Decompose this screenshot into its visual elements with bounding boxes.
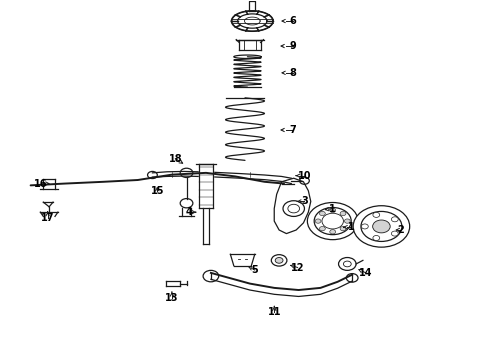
- Circle shape: [392, 217, 398, 222]
- Circle shape: [319, 226, 325, 231]
- Text: 18: 18: [169, 154, 182, 163]
- Text: 1: 1: [329, 203, 336, 213]
- Text: 1: 1: [348, 222, 355, 232]
- Circle shape: [373, 212, 380, 217]
- Text: 12: 12: [291, 262, 304, 273]
- Circle shape: [353, 206, 410, 247]
- Text: 9: 9: [290, 41, 296, 51]
- Text: 16: 16: [34, 179, 47, 189]
- Text: 6: 6: [290, 16, 296, 26]
- Text: 17: 17: [41, 212, 54, 222]
- Circle shape: [362, 224, 368, 229]
- Circle shape: [315, 219, 321, 223]
- Circle shape: [330, 230, 336, 234]
- Circle shape: [330, 208, 336, 212]
- Text: 7: 7: [290, 125, 296, 135]
- Circle shape: [271, 255, 287, 266]
- Text: 14: 14: [359, 268, 372, 278]
- Text: 2: 2: [397, 225, 404, 235]
- Circle shape: [392, 231, 398, 236]
- Text: 8: 8: [289, 68, 296, 78]
- Circle shape: [340, 211, 346, 216]
- Circle shape: [373, 235, 380, 240]
- Circle shape: [340, 226, 346, 231]
- Circle shape: [319, 211, 325, 216]
- Text: 3: 3: [301, 197, 308, 206]
- Text: 4: 4: [186, 207, 193, 217]
- Text: 5: 5: [251, 265, 258, 275]
- Text: 15: 15: [150, 186, 164, 197]
- Text: 13: 13: [165, 293, 179, 303]
- Circle shape: [307, 203, 358, 240]
- Text: 10: 10: [298, 171, 311, 181]
- Circle shape: [275, 257, 283, 263]
- Text: 11: 11: [268, 307, 281, 317]
- Circle shape: [373, 220, 390, 233]
- Circle shape: [344, 219, 350, 223]
